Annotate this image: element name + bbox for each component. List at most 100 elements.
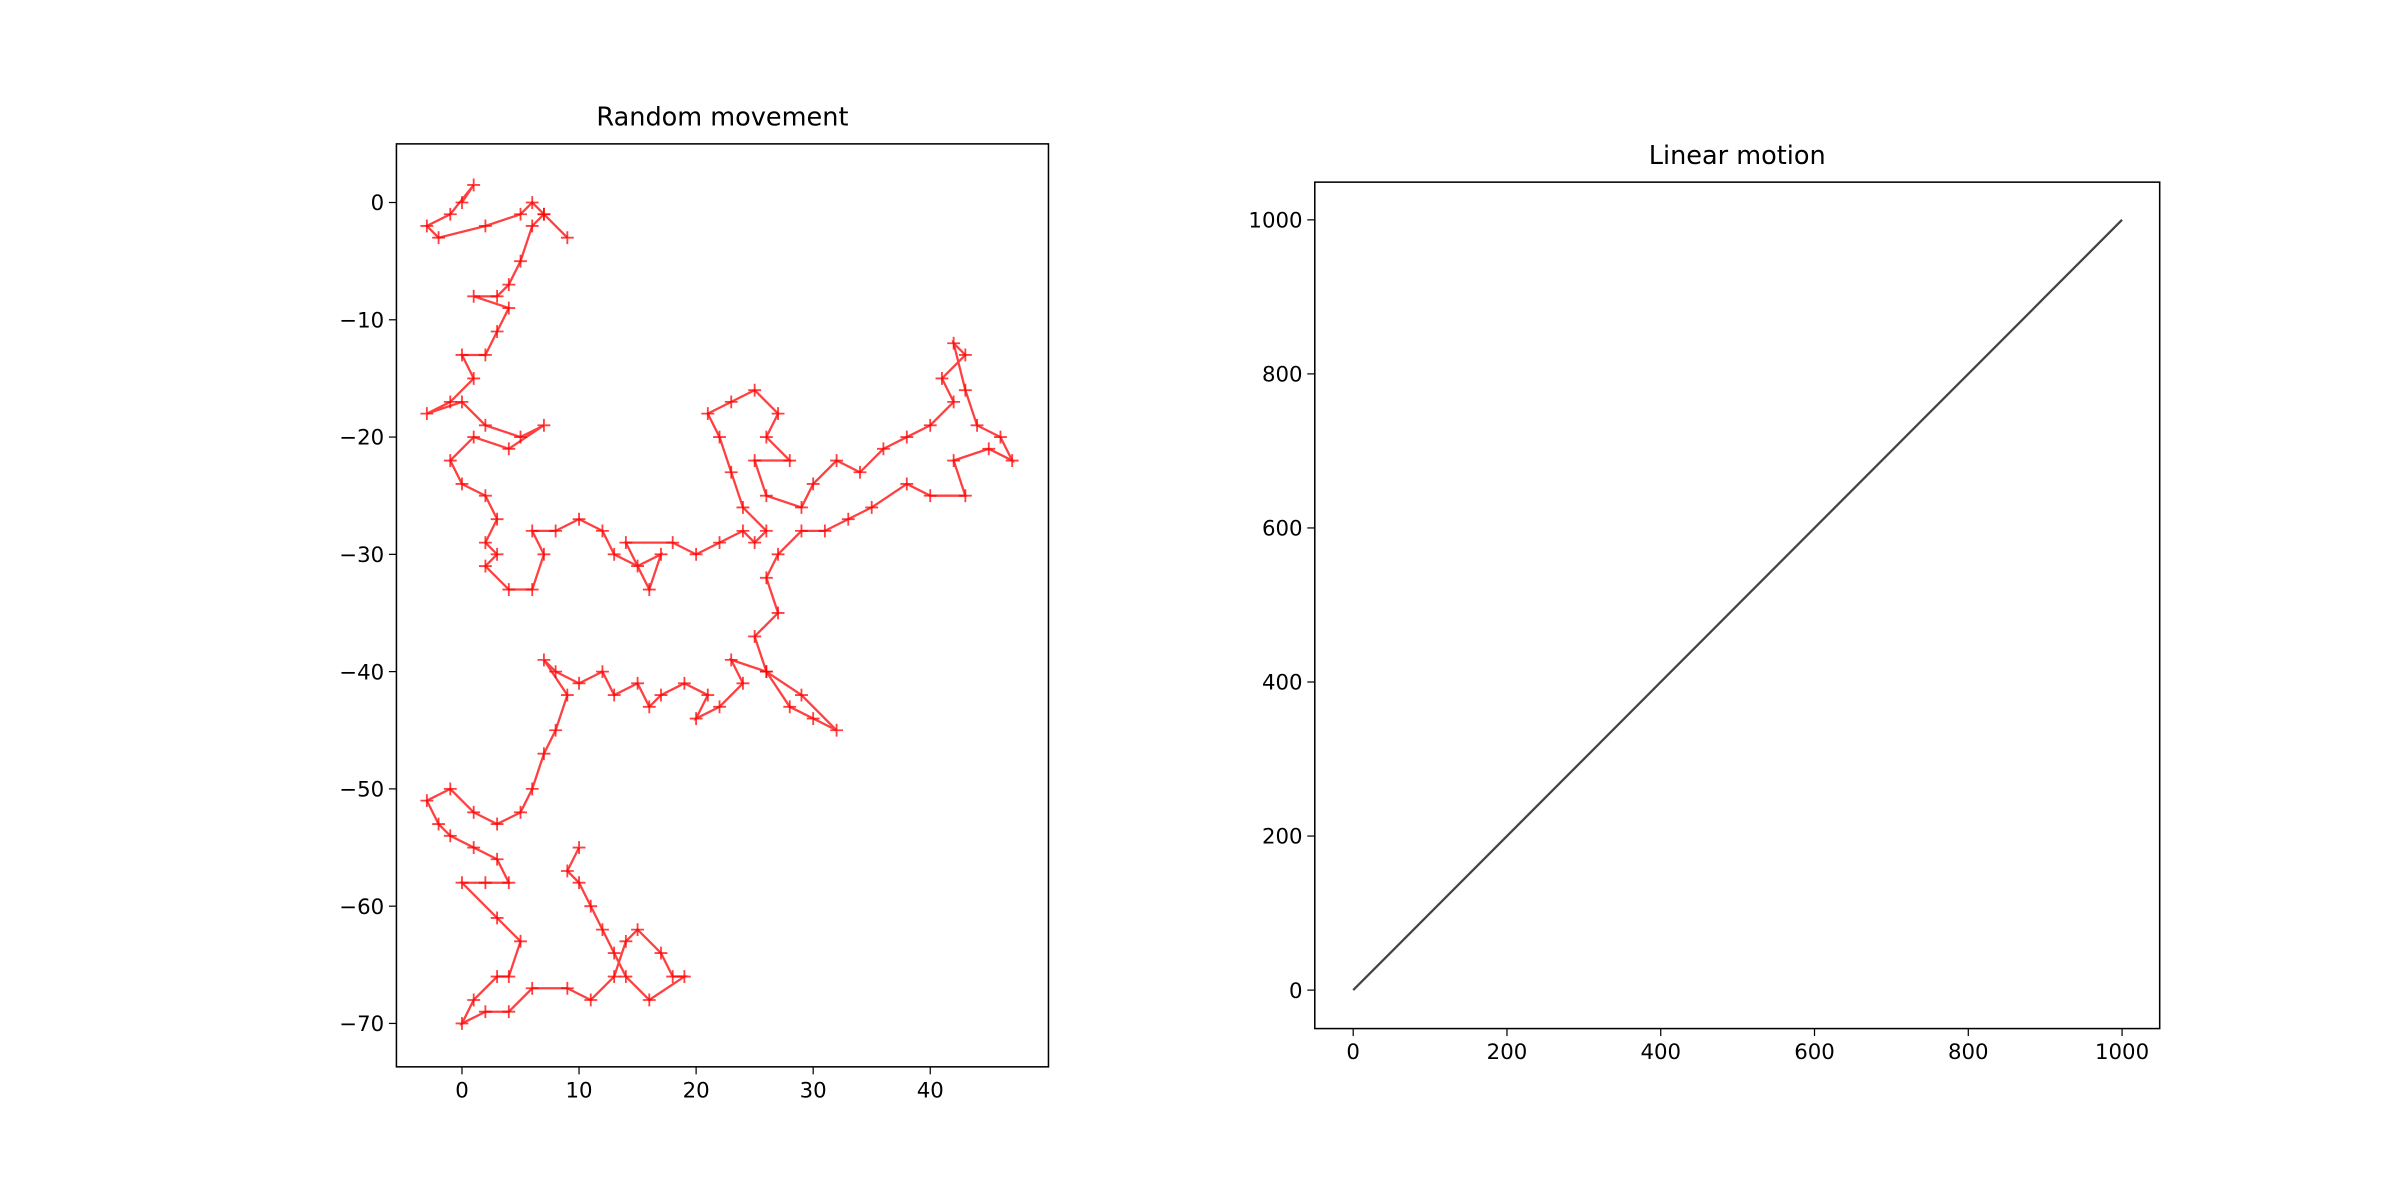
x-tick-label: 800	[1948, 1040, 1989, 1065]
y-tick-label: −30	[339, 543, 384, 568]
marker	[549, 723, 563, 737]
y-tick-label: 0	[1289, 979, 1303, 1004]
marker	[724, 395, 738, 409]
marker	[467, 805, 481, 819]
marker	[525, 219, 539, 233]
y-tick-label: −40	[339, 660, 384, 685]
marker	[572, 841, 586, 854]
marker	[478, 219, 492, 233]
marker	[490, 911, 504, 925]
marker	[490, 512, 504, 526]
marker	[666, 970, 680, 983]
marker	[478, 559, 492, 573]
marker	[490, 817, 504, 831]
marker	[642, 993, 656, 1007]
marker	[514, 934, 527, 948]
marker	[478, 418, 492, 432]
marker	[432, 817, 445, 831]
y-tick-label: −10	[339, 308, 384, 333]
marker	[748, 536, 762, 550]
marker	[525, 981, 539, 995]
marker	[560, 688, 574, 702]
marker	[443, 782, 457, 796]
marker	[759, 571, 773, 585]
marker	[748, 454, 762, 467]
marker	[455, 348, 469, 362]
marker	[432, 231, 445, 245]
marker	[900, 430, 914, 444]
marker	[970, 418, 984, 432]
marker	[420, 407, 434, 421]
marker	[923, 418, 937, 432]
marker	[443, 395, 457, 409]
marker	[596, 524, 609, 538]
marker	[947, 454, 961, 467]
marker	[537, 418, 551, 432]
marker	[736, 524, 750, 538]
y-tick-label: 400	[1262, 671, 1303, 696]
marker	[654, 688, 668, 702]
marker	[525, 782, 539, 796]
x-tick-label: 0	[455, 1078, 469, 1103]
marker	[478, 1005, 492, 1019]
marker	[900, 477, 914, 491]
marker	[443, 454, 457, 467]
marker	[455, 196, 469, 209]
marker	[584, 899, 598, 913]
marker	[514, 207, 527, 221]
marker	[795, 501, 808, 514]
marker	[806, 712, 820, 725]
data-line	[424, 184, 1015, 1027]
marker	[560, 231, 574, 245]
marker	[631, 559, 645, 573]
marker	[467, 289, 481, 303]
marker	[736, 501, 750, 514]
x-tick-label: 40	[917, 1078, 944, 1103]
data-line	[1352, 219, 2123, 991]
y-tick-label: −70	[339, 1012, 384, 1037]
marker	[525, 524, 539, 538]
marker	[596, 923, 609, 937]
marker	[549, 665, 563, 679]
marker	[830, 454, 844, 467]
marker	[771, 407, 785, 421]
marker	[619, 934, 633, 948]
marker	[935, 371, 949, 385]
marker	[455, 1017, 469, 1030]
marker	[490, 970, 504, 983]
marker	[490, 852, 504, 866]
marker	[982, 442, 996, 456]
y-tick-label: 200	[1262, 825, 1303, 850]
marker	[923, 489, 937, 503]
marker	[514, 430, 527, 444]
marker	[701, 688, 715, 702]
marker	[689, 547, 703, 561]
marker	[724, 465, 738, 479]
marker	[631, 676, 645, 690]
marker	[455, 395, 469, 409]
marker	[806, 477, 820, 491]
marker	[876, 442, 890, 456]
marker	[502, 301, 516, 315]
marker	[642, 700, 656, 714]
y-tick-label: −60	[339, 895, 384, 920]
marker	[689, 712, 703, 725]
marker	[619, 970, 633, 983]
marker	[795, 688, 808, 702]
marker	[783, 700, 797, 714]
marker	[596, 665, 609, 679]
marker	[759, 524, 773, 538]
marker	[654, 946, 668, 960]
marker	[537, 653, 551, 667]
marker	[713, 700, 726, 714]
marker	[783, 454, 797, 467]
x-tick-label: 20	[683, 1078, 710, 1103]
y-tick-label: 0	[371, 191, 385, 216]
marker	[443, 207, 457, 221]
marker	[525, 583, 539, 596]
marker	[502, 442, 516, 456]
marker	[830, 723, 844, 737]
marker	[502, 1005, 516, 1019]
marker	[537, 207, 551, 221]
